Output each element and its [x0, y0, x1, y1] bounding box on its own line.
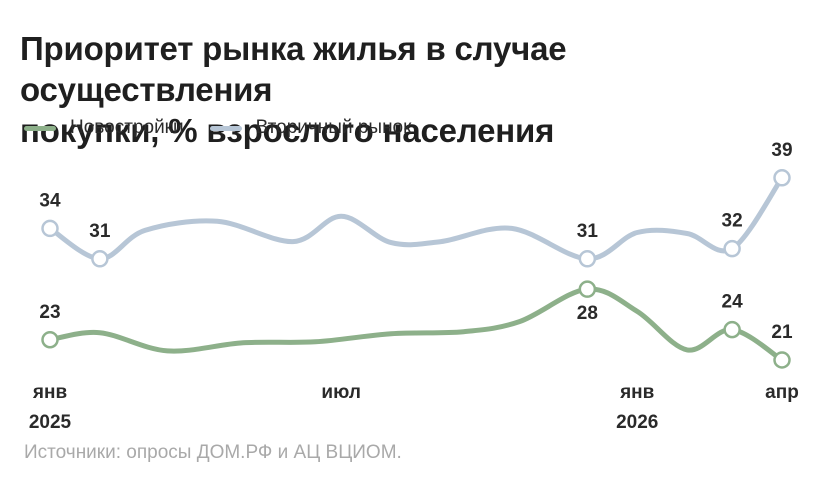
legend-swatch-secondary-market: [209, 125, 242, 131]
x-tick-label-3-0: апр: [765, 382, 799, 403]
data-label-secondary-market-4: 39: [771, 140, 792, 161]
x-tick-label-0-0: янв: [32, 382, 67, 403]
chart-title: Приоритет рынка жилья в случае осуществл…: [20, 28, 820, 151]
data-label-secondary-market-3: 32: [722, 211, 743, 232]
data-label-secondary-market-1: 31: [89, 221, 111, 242]
legend-label-secondary-market: Вторичный рынок: [255, 117, 412, 138]
source-note: Источники: опросы ДОМ.РФ и АЦ ВЦИОМ.: [24, 442, 402, 463]
data-label-new-buildings-2: 24: [722, 292, 744, 313]
chart-title-line-2: покупки, % взрослого населения: [20, 112, 555, 149]
marker-secondary-market-1: [91, 250, 109, 268]
data-label-new-buildings-3: 21: [771, 322, 793, 343]
legend-item-new-buildings: Новостройки: [24, 117, 184, 139]
legend-item-secondary-market: Вторичный рынок: [209, 117, 412, 139]
chart-title-line-1: Приоритет рынка жилья в случае осуществл…: [20, 30, 567, 108]
marker-secondary-market-2: [578, 250, 597, 268]
legend-label-new-buildings: Новостройки: [70, 117, 184, 138]
marker-secondary-market-3: [723, 239, 741, 258]
x-tick-label-0-1: 2025: [29, 412, 72, 433]
legend-swatch-new-buildings: [24, 125, 56, 131]
legend: Новостройки Вторичный рынок: [24, 114, 411, 142]
x-tick-label-1-0: июл: [321, 382, 361, 403]
data-label-new-buildings-0: 23: [39, 302, 60, 323]
data-label-new-buildings-1: 28: [577, 303, 598, 324]
x-tick-label-2-0: янв: [619, 382, 654, 403]
marker-secondary-market-4: [773, 169, 791, 187]
series-line-secondary-market: [47, 175, 785, 262]
marker-new-buildings-2: [723, 320, 741, 339]
marker-new-buildings-3: [773, 351, 791, 369]
series-line-new-buildings: [47, 286, 785, 363]
marker-new-buildings-0: [41, 331, 59, 349]
marker-secondary-market-0: [41, 219, 59, 238]
marker-new-buildings-1: [578, 280, 597, 298]
data-label-secondary-market-2: 31: [577, 221, 599, 242]
x-tick-label-2-1: 2026: [616, 412, 658, 433]
data-label-secondary-market-0: 34: [39, 190, 61, 211]
